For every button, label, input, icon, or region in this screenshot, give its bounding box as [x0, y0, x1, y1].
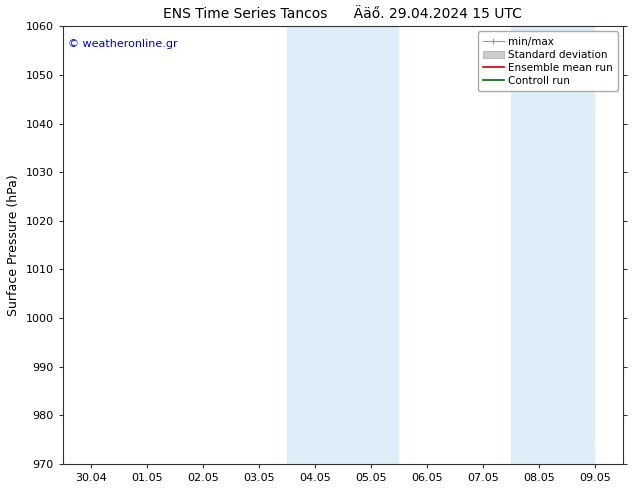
Bar — [287, 26, 399, 464]
Legend: min/max, Standard deviation, Ensemble mean run, Controll run: min/max, Standard deviation, Ensemble me… — [477, 31, 618, 91]
Text: © weatheronline.gr: © weatheronline.gr — [68, 39, 178, 49]
Bar — [511, 26, 595, 464]
Y-axis label: Surface Pressure (hPa): Surface Pressure (hPa) — [7, 174, 20, 316]
Title: ENS Time Series Tancos      Ääő. 29.04.2024 15 UTC: ENS Time Series Tancos Ääő. 29.04.2024 1… — [164, 7, 522, 21]
